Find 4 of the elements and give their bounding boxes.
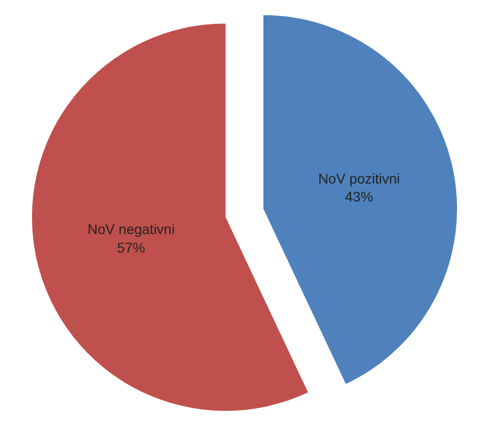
data-label: 43% <box>345 188 374 204</box>
slice-label: NoV negativni <box>88 221 175 238</box>
slice-label: NoV pozitivni <box>318 170 400 186</box>
data-label: 57% <box>117 239 146 256</box>
